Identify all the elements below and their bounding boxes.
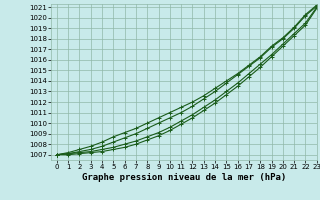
X-axis label: Graphe pression niveau de la mer (hPa): Graphe pression niveau de la mer (hPa)	[82, 173, 286, 182]
